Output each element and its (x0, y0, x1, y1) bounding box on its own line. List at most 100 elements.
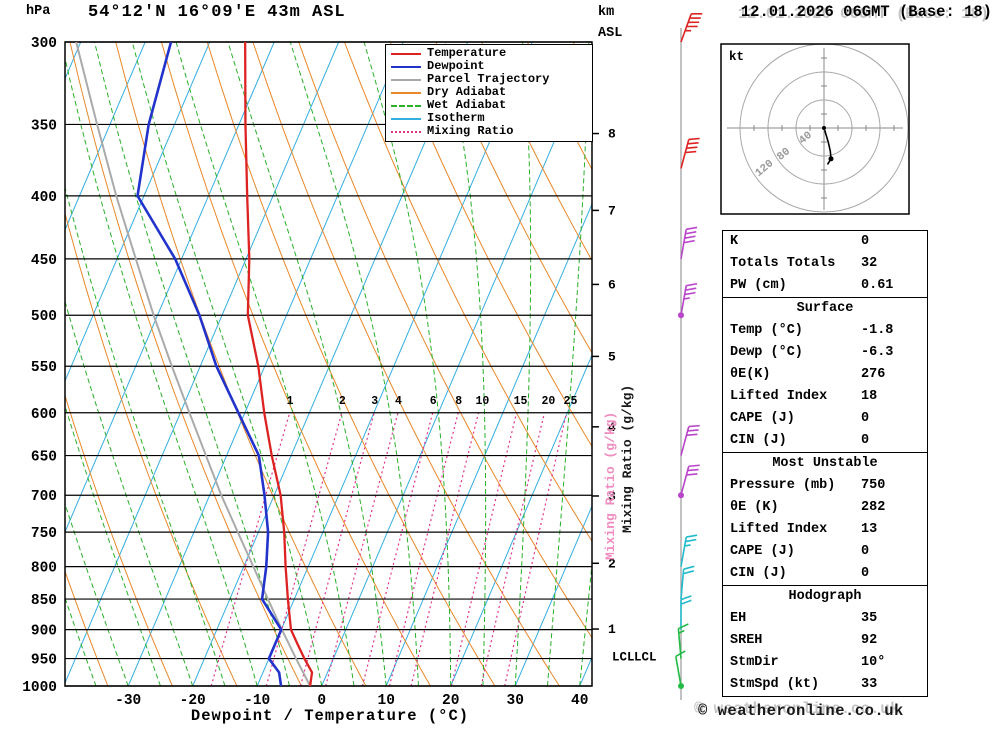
stats-row: StmDir 10° (723, 652, 927, 674)
svg-text:LCL: LCL (634, 650, 657, 664)
legend-label: Dry Adiabat (427, 85, 507, 99)
svg-text:-10: -10 (244, 693, 270, 709)
svg-text:1: 1 (287, 395, 294, 408)
svg-text:4: 4 (395, 395, 402, 408)
stats-label: CAPE (J) (730, 411, 795, 426)
stats-value: 750 (861, 478, 886, 493)
legend-item: Parcel Trajectory (386, 73, 592, 86)
svg-text:kt: kt (729, 50, 744, 64)
stats-value: 32 (861, 256, 878, 271)
svg-text:3: 3 (608, 489, 616, 504)
svg-text:2: 2 (608, 556, 616, 571)
stats-value: 282 (861, 500, 886, 515)
stats-tables: K 0 Totals Totals 32 PW (cm) 0.61 Surface Temp … (722, 230, 928, 697)
legend-line-sample (391, 65, 421, 68)
stats-row: θE(K) 276 (723, 364, 927, 386)
svg-text:700: 700 (31, 489, 57, 505)
stats-section-header: Most Unstable (772, 456, 878, 471)
svg-text:300: 300 (31, 36, 57, 52)
svg-text:25: 25 (564, 395, 578, 408)
stats-section: K 0 Totals Totals 32 PW (cm) 0.61 (722, 230, 928, 298)
stats-section-header: Hodograph (788, 589, 862, 604)
svg-text:650: 650 (31, 450, 57, 466)
legend-label: Dewpoint (427, 59, 485, 73)
stats-row: StmSpd (kt) 33 (723, 674, 927, 696)
stats-row: Dewp (°C) -6.3 (723, 342, 927, 364)
stats-value: 13 (861, 522, 878, 537)
legend-item: Mixing Ratio (386, 125, 592, 138)
stats-value: 18 (861, 389, 878, 404)
svg-text:LCL: LCL (612, 650, 635, 664)
svg-text:500: 500 (31, 309, 57, 325)
stats-row: CIN (J) 0 (723, 563, 927, 585)
stats-label: CAPE (J) (730, 544, 795, 559)
svg-text:850: 850 (31, 593, 57, 609)
svg-text:450: 450 (31, 253, 57, 269)
mixing-ratio-axis-label: Mixing Ratio (g/kg) (620, 384, 635, 533)
stats-label: θE (K) (730, 500, 779, 515)
stats-section: Hodograph EH 35 SREH 92 StmDir 10° StmSpd (kt) 3… (722, 585, 928, 697)
stats-label: PW (cm) (730, 278, 787, 293)
svg-text:4: 4 (608, 420, 616, 435)
svg-text:40: 40 (797, 130, 815, 148)
stats-label: StmDir (730, 655, 779, 670)
stats-value: -6.3 (861, 345, 894, 360)
mixing-ratio-axis-label-ghost: Mixing Ratio (g/kg) (603, 411, 618, 560)
legend-line-sample (391, 78, 421, 81)
svg-text:-30: -30 (115, 693, 141, 709)
stats-row: PW (cm) 0.61 (723, 275, 927, 297)
km-unit: km (598, 5, 615, 20)
stats-row: Pressure (mb) 750 (723, 475, 927, 497)
legend-item: Dry Adiabat (386, 86, 592, 99)
stats-value: 92 (861, 633, 878, 648)
svg-text:600: 600 (31, 407, 57, 423)
svg-text:80: 80 (775, 146, 793, 164)
svg-text:120: 120 (753, 158, 776, 180)
svg-text:2: 2 (339, 395, 346, 408)
x-axis-title: Dewpoint / Temperature (°C) (190, 707, 470, 725)
asl-unit: ASL (598, 26, 623, 41)
svg-text:30: 30 (507, 693, 524, 709)
copyright: © weatheronline.co.uk (698, 702, 904, 720)
stats-value: 0.61 (861, 278, 894, 293)
svg-text:750: 750 (31, 526, 57, 542)
svg-text:8: 8 (608, 127, 616, 142)
stats-value: -1.8 (861, 323, 894, 338)
stats-value: 35 (861, 611, 878, 626)
svg-text:6: 6 (608, 277, 616, 292)
svg-text:-20: -20 (180, 693, 206, 709)
legend-line-sample (391, 130, 421, 133)
run-datetime: 12.01.2026 06GMT (Base: 18) (740, 3, 992, 21)
pressure-axis-unit-label: hPa (26, 4, 51, 19)
svg-text:40: 40 (571, 693, 588, 709)
stats-row: CIN (J) 0 (723, 430, 927, 452)
svg-text:350: 350 (31, 118, 57, 134)
legend-item: Dewpoint (386, 60, 592, 73)
stats-label: CIN (J) (730, 433, 787, 448)
stats-section: Most Unstable Pressure (mb) 750 θE (K) 282 Li… (722, 452, 928, 586)
legend-label: Isotherm (427, 111, 485, 125)
svg-text:8: 8 (455, 395, 462, 408)
stats-label: Lifted Index (730, 389, 828, 404)
svg-text:400: 400 (31, 190, 57, 206)
stats-section: Surface Temp (°C) -1.8 Dewp (°C) -6.3 θE(K) 27… (722, 297, 928, 453)
legend-label: Temperature (427, 46, 507, 60)
svg-text:900: 900 (31, 624, 57, 640)
svg-text:20: 20 (541, 395, 555, 408)
stats-value: 276 (861, 367, 886, 382)
legend-item: Temperature (386, 47, 592, 60)
stats-label: Totals Totals (730, 256, 836, 271)
stats-label: Dewp (°C) (730, 345, 803, 360)
stats-label: Temp (°C) (730, 323, 803, 338)
chart-legend: Temperature Dewpoint Parcel Trajectory Dry … (385, 44, 593, 142)
legend-label: Wet Adiabat (427, 98, 507, 112)
stats-label: Lifted Index (730, 522, 828, 537)
stats-value: 33 (861, 677, 878, 692)
stats-label: SREH (730, 633, 763, 648)
stats-value: 10° (861, 655, 886, 670)
svg-text:3: 3 (371, 395, 378, 408)
legend-label: Mixing Ratio (427, 124, 514, 138)
stats-label: EH (730, 611, 747, 626)
stats-value: 0 (861, 234, 870, 249)
